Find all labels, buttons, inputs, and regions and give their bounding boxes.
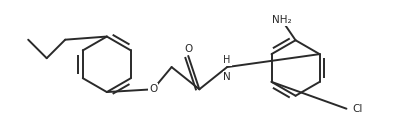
Text: Cl: Cl bbox=[352, 104, 362, 114]
Text: H: H bbox=[224, 55, 231, 65]
Text: N: N bbox=[223, 72, 231, 81]
Text: NH₂: NH₂ bbox=[272, 15, 292, 25]
Text: O: O bbox=[184, 44, 192, 54]
Text: O: O bbox=[149, 84, 157, 94]
